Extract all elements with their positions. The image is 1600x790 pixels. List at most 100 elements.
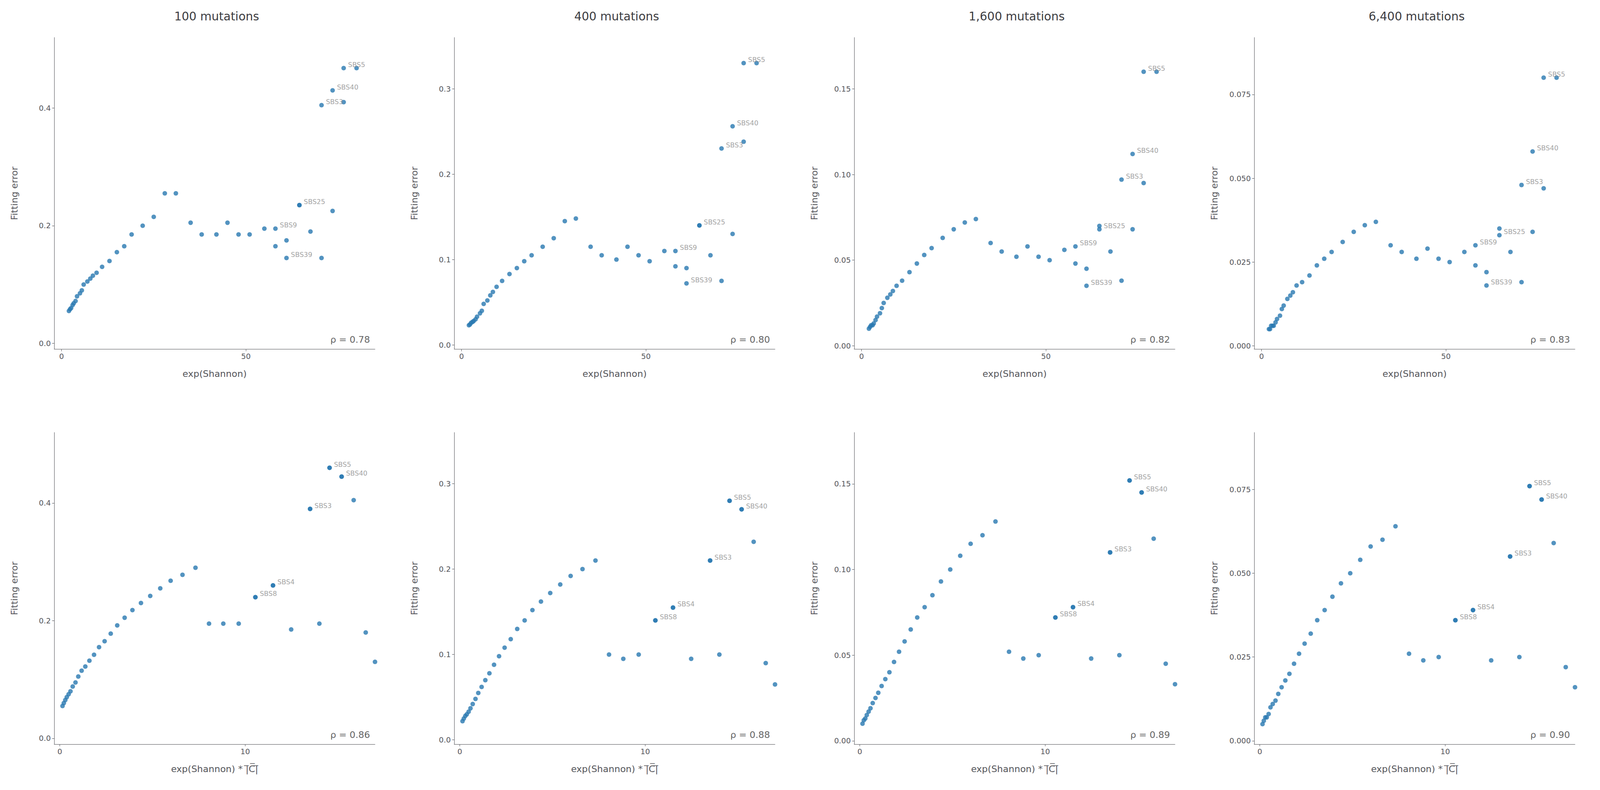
svg-text:10: 10 [240,747,250,757]
svg-text:ρ = 0.90: ρ = 0.90 [1530,730,1570,741]
svg-text:ρ = 0.89: ρ = 0.89 [1130,730,1170,741]
svg-text:0: 0 [459,352,464,361]
svg-text:SBS39: SBS39 [290,250,313,259]
svg-text:10: 10 [640,747,650,757]
svg-text:0.4: 0.4 [38,103,51,113]
svg-text:0: 0 [57,747,63,757]
svg-text:SBS8: SBS8 [1059,610,1077,619]
svg-text:0.2: 0.2 [438,565,451,574]
svg-text:0.2: 0.2 [438,170,451,179]
svg-text:0.0: 0.0 [38,339,51,348]
svg-text:SBS5: SBS5 [747,55,765,64]
svg-text:ρ = 0.82: ρ = 0.82 [1130,334,1170,345]
svg-text:0.075: 0.075 [1229,90,1251,99]
svg-text:SBS5: SBS5 [1133,473,1151,482]
svg-text:SBS8: SBS8 [659,613,677,622]
svg-text:SBS5: SBS5 [1547,70,1565,79]
svg-text:SBS3: SBS3 [714,553,732,562]
svg-text:SBS9: SBS9 [680,243,698,252]
svg-text:Fitting error: Fitting error [1209,561,1220,616]
svg-text:0.1: 0.1 [438,255,451,265]
svg-text:Fitting error: Fitting error [9,561,20,616]
svg-text:ρ = 0.86: ρ = 0.86 [330,730,370,741]
svg-text:0.050: 0.050 [1229,569,1251,578]
svg-text:exp(Shannon) * |̅C̅|̅: exp(Shannon) * |̅C̅|̅ [970,763,1059,775]
svg-text:SBS3: SBS3 [1114,545,1132,554]
svg-text:SBS40: SBS40 [1545,492,1568,501]
svg-text:SBS40: SBS40 [345,469,368,478]
svg-text:Fitting error: Fitting error [1209,166,1220,221]
svg-text:SBS40: SBS40 [337,83,359,92]
svg-text:SBS40: SBS40 [1537,144,1559,153]
svg-text:SBS3: SBS3 [1525,177,1543,186]
svg-text:Fitting error: Fitting error [409,166,420,221]
svg-text:0.0: 0.0 [438,735,451,745]
svg-text:ρ = 0.88: ρ = 0.88 [730,730,770,741]
svg-text:exp(Shannon): exp(Shannon) [182,368,247,380]
svg-text:1,600 mutations: 1,600 mutations [968,9,1065,24]
svg-text:exp(Shannon) * |̅C̅|̅: exp(Shannon) * |̅C̅|̅ [570,763,659,775]
svg-text:0.2: 0.2 [38,221,51,230]
svg-text:Fitting error: Fitting error [409,561,420,616]
svg-text:exp(Shannon) * |̅C̅|̅: exp(Shannon) * |̅C̅|̅ [170,763,259,775]
svg-text:exp(Shannon): exp(Shannon) [982,368,1047,380]
svg-text:SBS40: SBS40 [737,119,759,128]
svg-text:SBS3: SBS3 [325,97,343,106]
svg-text:SBS39: SBS39 [1090,278,1113,287]
svg-text:SBS5: SBS5 [1147,64,1165,73]
svg-text:Fitting error: Fitting error [809,166,820,221]
svg-text:Fitting error: Fitting error [9,166,20,221]
svg-text:0.075: 0.075 [1229,485,1251,495]
svg-text:SBS40: SBS40 [1145,485,1168,494]
svg-text:0.0: 0.0 [438,340,451,350]
svg-text:0.050: 0.050 [1229,174,1251,183]
svg-text:0.1: 0.1 [438,650,451,660]
svg-text:ρ = 0.78: ρ = 0.78 [330,334,370,345]
svg-text:SBS5: SBS5 [1533,479,1551,488]
svg-text:0.3: 0.3 [438,479,451,489]
svg-text:SBS25: SBS25 [703,218,725,227]
svg-text:0.3: 0.3 [438,84,451,94]
svg-text:SBS5: SBS5 [733,493,751,502]
svg-text:50: 50 [1041,352,1051,361]
svg-text:0.0: 0.0 [38,734,51,743]
svg-text:SBS8: SBS8 [1459,613,1477,622]
svg-text:50: 50 [241,352,251,361]
svg-text:400 mutations: 400 mutations [574,9,660,24]
svg-text:SBS4: SBS4 [677,600,695,609]
svg-text:SBS4: SBS4 [1477,603,1495,612]
svg-text:SBS5: SBS5 [333,460,351,469]
svg-text:0.00: 0.00 [834,736,851,746]
svg-text:SBS8: SBS8 [259,590,277,598]
svg-text:SBS39: SBS39 [690,276,713,285]
svg-text:SBS5: SBS5 [347,60,365,69]
svg-text:0.10: 0.10 [834,170,851,180]
svg-text:Fitting error: Fitting error [809,561,820,616]
svg-text:0.05: 0.05 [834,255,851,265]
svg-text:SBS3: SBS3 [1514,549,1532,558]
svg-text:SBS9: SBS9 [1080,239,1098,248]
svg-text:10: 10 [1440,747,1450,757]
svg-text:SBS40: SBS40 [745,502,768,511]
svg-text:0: 0 [1259,352,1264,361]
svg-text:10: 10 [1040,747,1050,757]
svg-text:0: 0 [857,747,863,757]
svg-text:50: 50 [1441,352,1451,361]
svg-text:100 mutations: 100 mutations [174,9,260,24]
svg-text:SBS40: SBS40 [1137,146,1159,155]
svg-text:SBS4: SBS4 [1077,600,1095,608]
svg-text:SBS25: SBS25 [303,197,325,206]
svg-text:0.10: 0.10 [834,565,851,575]
svg-text:0.05: 0.05 [834,651,851,660]
svg-text:50: 50 [641,352,651,361]
svg-text:0.15: 0.15 [834,479,851,489]
svg-text:SBS25: SBS25 [1103,222,1125,230]
svg-text:0: 0 [59,352,64,361]
svg-text:0: 0 [457,747,463,757]
svg-text:SBS3: SBS3 [314,502,332,510]
svg-text:exp(Shannon) * |̅C̅|̅: exp(Shannon) * |̅C̅|̅ [1370,763,1459,775]
svg-text:6,400 mutations: 6,400 mutations [1368,9,1465,24]
svg-text:SBS9: SBS9 [280,221,298,230]
svg-text:0.15: 0.15 [834,84,851,94]
svg-text:0: 0 [859,352,864,361]
